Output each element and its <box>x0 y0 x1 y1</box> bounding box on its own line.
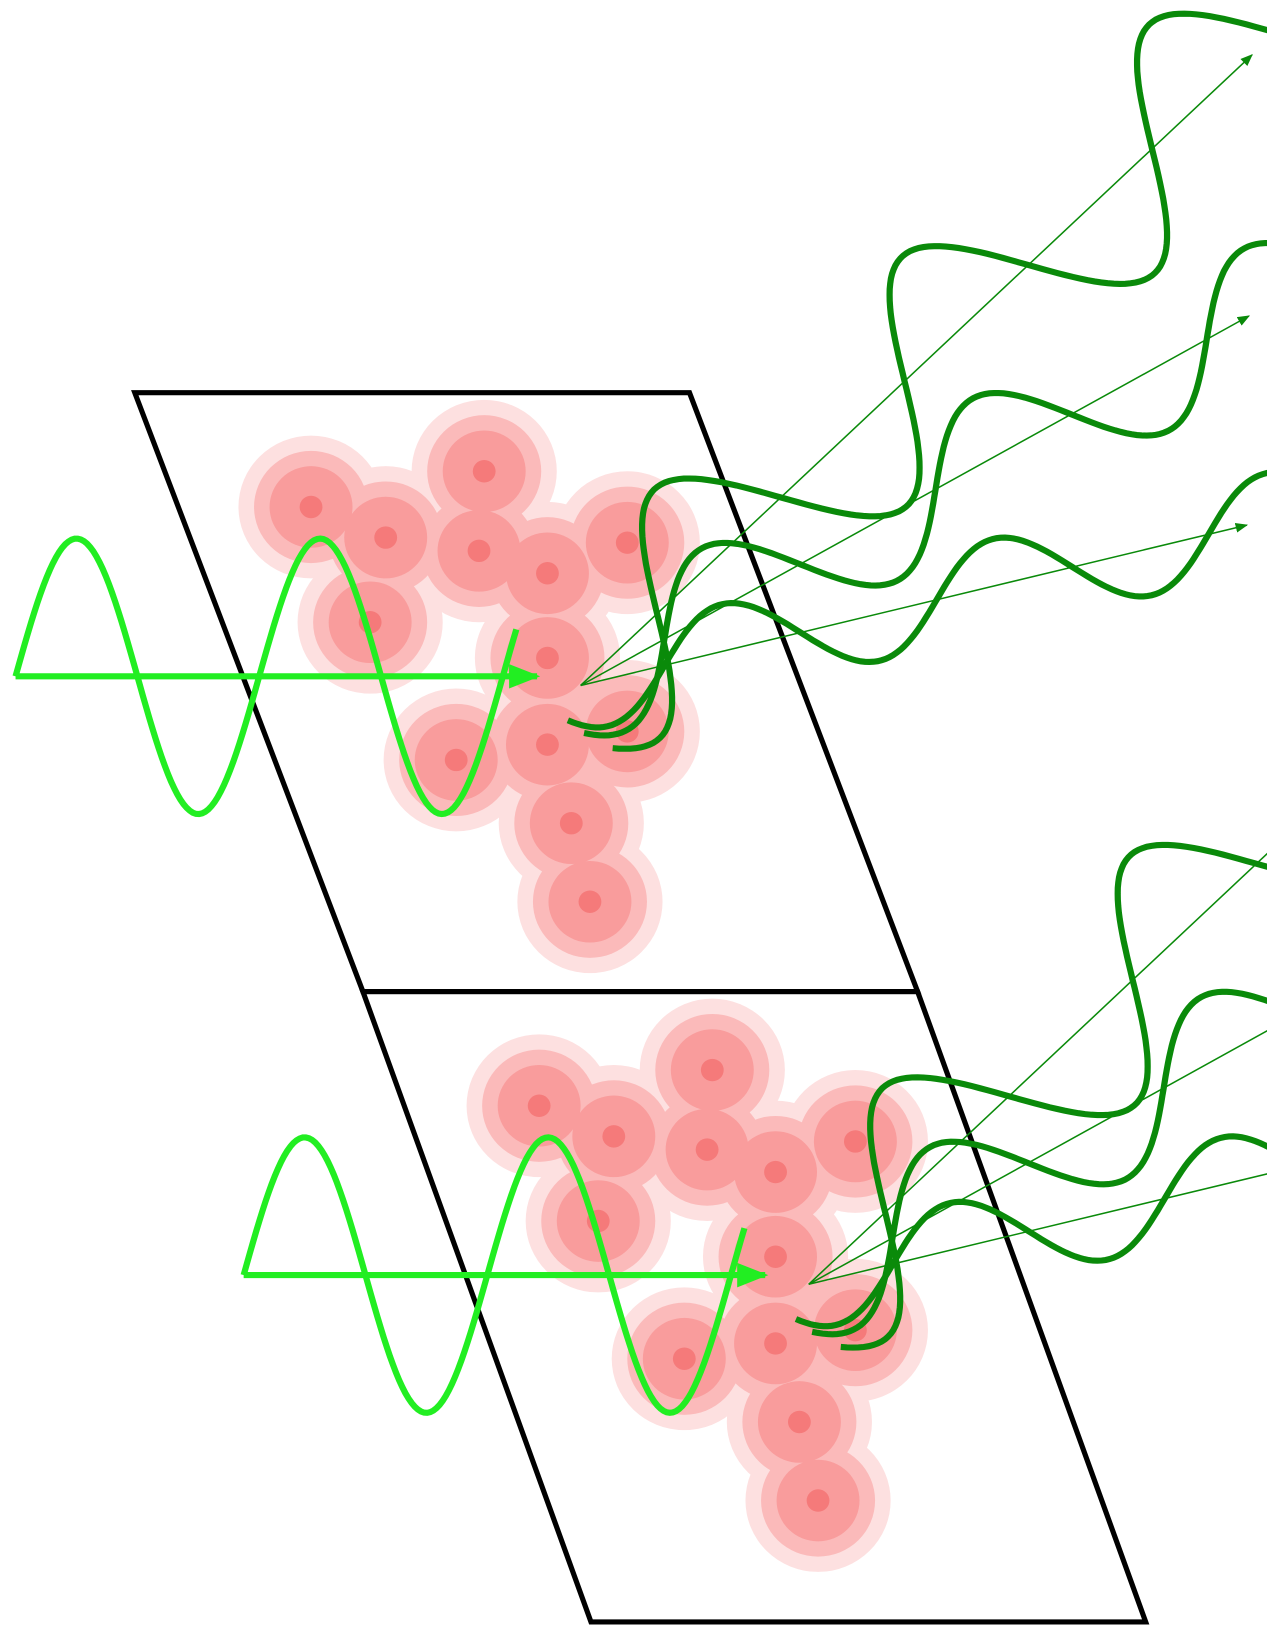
atom <box>602 1125 626 1148</box>
atom <box>472 460 496 483</box>
atom <box>467 539 491 563</box>
incident-wave <box>12 535 520 818</box>
atom <box>536 646 559 670</box>
atom <box>374 526 398 549</box>
atom <box>559 811 583 835</box>
atom <box>444 748 468 772</box>
atom <box>536 733 559 756</box>
atom <box>764 1332 787 1355</box>
incident-wave <box>240 1134 748 1416</box>
atom <box>700 1058 724 1082</box>
atom <box>536 562 559 585</box>
unit-bottom <box>240 841 1267 1572</box>
cell-bottom <box>359 988 1150 1625</box>
scattered-wave <box>811 988 1267 1338</box>
scatter-direction <box>580 522 1249 687</box>
scatter-direction <box>808 852 1267 1285</box>
atom <box>299 495 323 519</box>
atom <box>615 531 639 554</box>
atom <box>764 1245 787 1268</box>
atom <box>843 1130 867 1153</box>
unit-top <box>12 10 1267 974</box>
scattered-wave <box>566 469 1267 731</box>
scattered-wave <box>794 1133 1267 1330</box>
atom <box>672 1347 696 1370</box>
scattered-wave <box>840 841 1267 1351</box>
atom <box>806 1489 830 1512</box>
scattered-wave <box>583 240 1267 739</box>
atom <box>578 890 602 913</box>
atom <box>695 1138 719 1161</box>
scatter-direction <box>580 54 1253 687</box>
scattered-wave <box>612 10 1267 752</box>
atom <box>764 1160 787 1184</box>
atom <box>787 1410 811 1434</box>
atom <box>527 1094 551 1117</box>
scatter-direction <box>808 1173 1267 1286</box>
